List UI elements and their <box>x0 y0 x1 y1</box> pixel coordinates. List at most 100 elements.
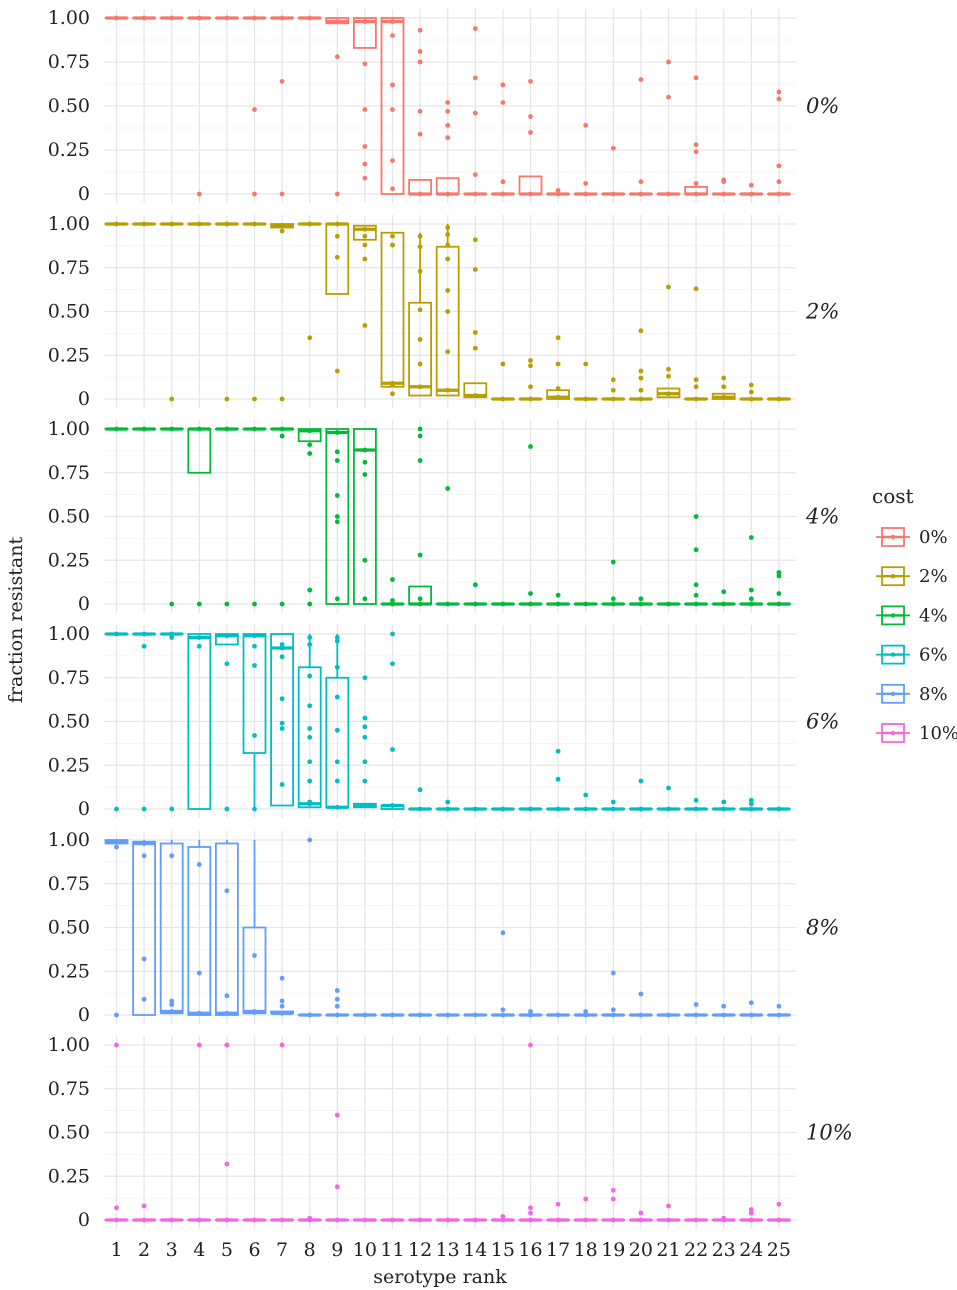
data-point <box>472 75 478 81</box>
data-point <box>252 953 257 958</box>
x-tick-label: 23 <box>712 1239 736 1261</box>
box-median-point <box>666 391 671 397</box>
data-point <box>666 59 671 65</box>
y-tick-label: 0.75 <box>48 873 90 895</box>
box-median-point <box>693 191 699 197</box>
data-point <box>334 254 340 260</box>
data-point <box>583 122 589 128</box>
box-median-point <box>252 426 257 432</box>
data-point <box>500 930 506 936</box>
data-point <box>334 1184 340 1190</box>
data-point <box>666 366 671 372</box>
data-point <box>169 635 175 640</box>
box-median-point <box>528 1012 533 1018</box>
box-median-point <box>638 1217 644 1223</box>
data-point <box>390 233 395 239</box>
x-tick-label: 10 <box>353 1239 377 1261</box>
box <box>573 806 598 812</box>
data-point <box>693 582 699 588</box>
box-median-point <box>555 601 561 607</box>
box <box>408 1012 433 1018</box>
data-point <box>390 82 395 88</box>
data-point <box>445 225 451 230</box>
data-point <box>528 1205 533 1211</box>
box <box>270 15 295 21</box>
box <box>684 396 708 402</box>
facet-strip-label: 2% <box>805 300 839 324</box>
box-median-point <box>169 426 175 432</box>
data-point <box>334 664 340 670</box>
box <box>435 1217 460 1223</box>
box-median-point <box>390 19 395 24</box>
data-point <box>196 601 202 607</box>
box <box>546 1012 570 1018</box>
box-median-point <box>114 1217 119 1223</box>
data-point <box>445 135 451 141</box>
box-median-point <box>721 394 727 400</box>
box-median-point <box>279 426 285 432</box>
facet-strip-label: 0% <box>806 94 839 118</box>
data-point <box>693 797 699 803</box>
box <box>573 1012 598 1018</box>
data-point <box>666 785 671 791</box>
data-point <box>638 77 644 82</box>
box <box>684 601 708 607</box>
data-point <box>417 596 423 602</box>
box-median-point <box>114 631 119 637</box>
box-median-point <box>196 426 202 432</box>
box-median-point <box>528 1217 533 1223</box>
y-tick-label: 0 <box>78 1004 90 1026</box>
data-point <box>693 592 699 598</box>
box <box>214 15 239 21</box>
box <box>601 601 626 607</box>
data-point <box>583 181 589 186</box>
facet-panel-2pct: 0 0.25 0.50 0.75 1.00 2% <box>48 213 840 410</box>
data-point <box>141 956 147 962</box>
box <box>601 396 626 402</box>
data-point <box>334 458 340 463</box>
box <box>656 1012 681 1018</box>
data-point <box>748 535 754 540</box>
data-point <box>638 179 644 185</box>
data-point <box>362 256 368 262</box>
data-point <box>224 993 230 999</box>
data-point <box>445 108 451 114</box>
data-point <box>417 131 423 137</box>
data-point <box>555 748 561 754</box>
box-median-point <box>693 1217 699 1223</box>
box-median-point <box>196 635 202 640</box>
x-tick-label: 2 <box>138 1239 150 1261</box>
data-point <box>445 256 451 262</box>
box <box>214 1217 239 1223</box>
box <box>656 387 681 399</box>
data-point <box>555 1201 561 1207</box>
data-point <box>445 799 451 805</box>
data-point <box>279 78 285 84</box>
box <box>408 585 433 607</box>
box <box>380 803 405 810</box>
box <box>629 806 653 812</box>
box-median-point <box>417 601 423 607</box>
box <box>601 191 626 197</box>
y-tick-label: 0.25 <box>48 344 90 366</box>
data-point <box>776 89 782 95</box>
box-median-point <box>721 191 727 197</box>
box <box>242 840 267 1015</box>
data-point <box>528 78 533 84</box>
box-median-point <box>472 393 478 398</box>
box-median-point <box>748 1012 754 1018</box>
box <box>629 601 653 607</box>
data-point <box>417 787 423 793</box>
box-median-point <box>528 806 533 812</box>
box-median-point <box>196 15 202 21</box>
data-point <box>252 733 257 738</box>
data-point <box>748 1000 754 1006</box>
data-point <box>141 853 147 859</box>
data-point <box>279 228 285 234</box>
box <box>408 179 433 197</box>
box <box>711 191 736 197</box>
box <box>629 1012 653 1018</box>
box <box>380 1217 405 1223</box>
box-median-point <box>472 806 478 812</box>
box-median-point <box>638 601 644 607</box>
